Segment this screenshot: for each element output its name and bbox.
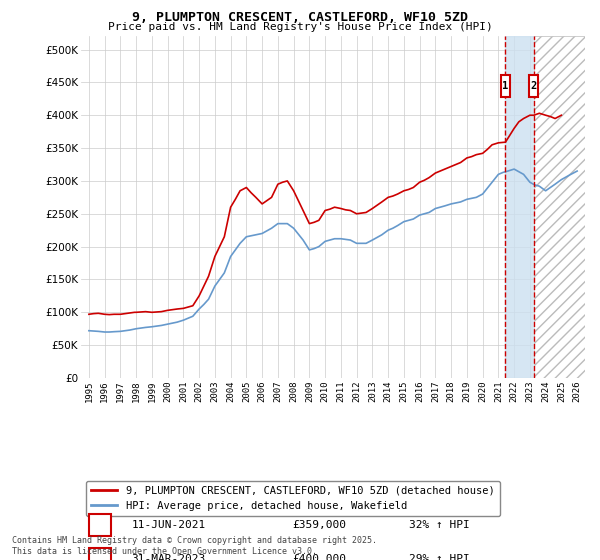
- Text: Price paid vs. HM Land Registry's House Price Index (HPI): Price paid vs. HM Land Registry's House …: [107, 22, 493, 32]
- Text: 2: 2: [97, 554, 103, 560]
- Text: 1: 1: [502, 81, 509, 91]
- Text: £359,000: £359,000: [293, 520, 347, 530]
- Text: 11-JUN-2021: 11-JUN-2021: [131, 520, 206, 530]
- Bar: [529, 74, 538, 97]
- FancyBboxPatch shape: [89, 514, 111, 536]
- Text: 32% ↑ HPI: 32% ↑ HPI: [409, 520, 469, 530]
- Text: £400,000: £400,000: [293, 554, 347, 560]
- Text: 1: 1: [97, 520, 103, 530]
- Text: 9, PLUMPTON CRESCENT, CASTLEFORD, WF10 5ZD: 9, PLUMPTON CRESCENT, CASTLEFORD, WF10 5…: [132, 11, 468, 24]
- Text: 31-MAR-2023: 31-MAR-2023: [131, 554, 206, 560]
- Text: 2: 2: [530, 81, 537, 91]
- Bar: [534, 36, 600, 378]
- Legend: 9, PLUMPTON CRESCENT, CASTLEFORD, WF10 5ZD (detached house), HPI: Average price,: 9, PLUMPTON CRESCENT, CASTLEFORD, WF10 5…: [86, 480, 500, 516]
- Bar: [505, 36, 534, 378]
- FancyBboxPatch shape: [89, 548, 111, 560]
- Bar: [534, 36, 600, 378]
- Text: Contains HM Land Registry data © Crown copyright and database right 2025.
This d: Contains HM Land Registry data © Crown c…: [12, 536, 377, 556]
- Text: 29% ↑ HPI: 29% ↑ HPI: [409, 554, 469, 560]
- Bar: [501, 74, 510, 97]
